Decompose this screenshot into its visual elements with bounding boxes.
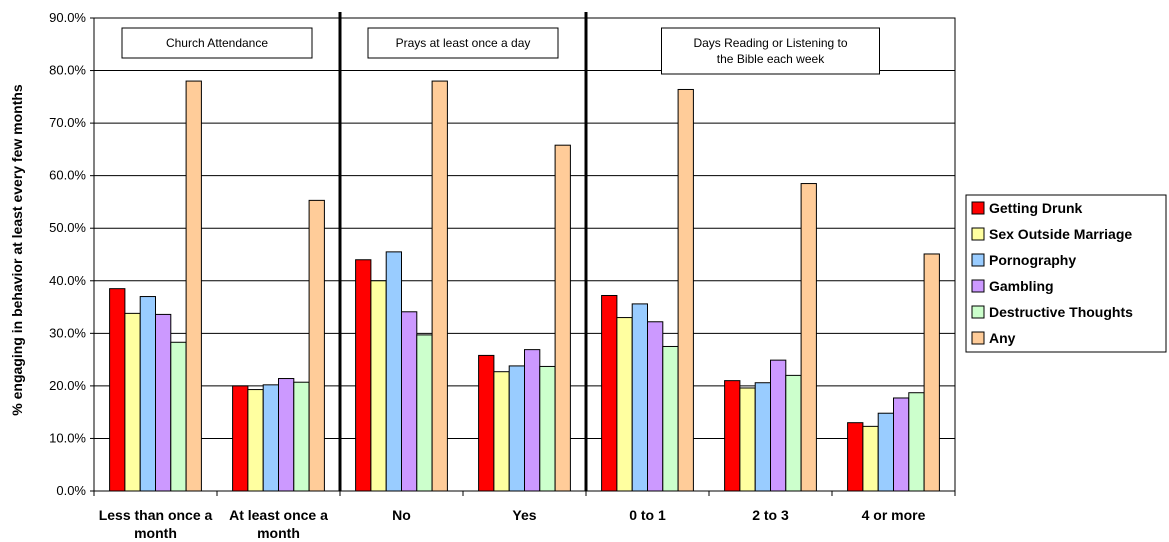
bar-sex-outside-marriage [124, 312, 141, 492]
legend-label: Getting Drunk [989, 200, 1083, 216]
group-title: Days Reading or Listening to the Bible ea… [693, 36, 847, 66]
bar-gambling [893, 397, 910, 492]
x-tick-label: 0 to 1 [629, 507, 666, 523]
bar-any [431, 80, 448, 492]
y-tick-label: 0.0% [56, 483, 86, 498]
bar-any [800, 183, 817, 492]
bar-gambling [524, 349, 541, 492]
bar-destructive-thoughts [908, 392, 925, 492]
legend-swatch [971, 331, 985, 345]
bar-any [554, 144, 571, 492]
legend-swatch [971, 201, 985, 215]
bar-sex-outside-marriage [247, 389, 264, 492]
bar-getting-drunk [232, 385, 249, 492]
legend-label: Any [989, 330, 1016, 346]
bar-sex-outside-marriage [370, 280, 387, 492]
bar-any [923, 253, 940, 492]
y-tick-label: 30.0% [49, 325, 86, 340]
bar-pornography [877, 412, 895, 492]
legend-label: Destructive Thoughts [989, 304, 1133, 320]
bar-any [308, 199, 325, 492]
bar-any [185, 80, 202, 492]
bar-any [677, 88, 694, 492]
y-tick-label: 10.0% [49, 430, 86, 445]
legend-label: Gambling [989, 278, 1054, 294]
y-tick-label: 80.0% [49, 63, 86, 78]
group-title-box [367, 27, 559, 59]
group-title: Church Attendance [166, 36, 268, 50]
bar-sex-outside-marriage [739, 387, 756, 492]
x-tick-label: Less than once a month [99, 507, 213, 541]
legend-swatch [971, 305, 985, 319]
x-tick-label: 4 or more [862, 507, 926, 523]
bar-gambling [155, 313, 172, 492]
y-tick-label: 60.0% [49, 168, 86, 183]
bar-sex-outside-marriage [862, 425, 879, 492]
x-tick-label: At least once a month [229, 507, 328, 541]
bar-destructive-thoughts [416, 334, 433, 492]
bar-getting-drunk [109, 288, 126, 492]
bar-pornography [139, 296, 156, 492]
bar-getting-drunk [724, 380, 741, 492]
legend-swatch [971, 279, 985, 293]
y-axis-label: % engaging in behavior at least every fe… [9, 84, 25, 416]
bar-gambling [770, 359, 787, 492]
bar-destructive-thoughts [785, 374, 802, 492]
legend-label: Sex Outside Marriage [989, 226, 1132, 242]
bar-pornography [508, 365, 526, 492]
legend-label: Pornography [989, 252, 1076, 268]
bar-sex-outside-marriage [493, 371, 510, 492]
bar-gambling [278, 378, 295, 492]
bar-pornography [385, 251, 403, 492]
bar-getting-drunk [847, 422, 864, 492]
bar-pornography [754, 382, 772, 492]
group-title: Prays at least once a day [396, 36, 531, 50]
y-tick-label: 70.0% [49, 115, 86, 130]
group-title-box [121, 27, 313, 59]
legend-swatch [971, 227, 985, 241]
legend-box [965, 194, 1167, 353]
legend-swatch [971, 253, 985, 267]
bar-destructive-thoughts [293, 381, 310, 492]
bar-destructive-thoughts [662, 345, 679, 492]
x-tick-label: Yes [512, 507, 536, 523]
x-tick-label: No [392, 507, 411, 523]
bar-destructive-thoughts [170, 341, 187, 492]
y-tick-label: 20.0% [49, 378, 86, 393]
y-tick-label: 40.0% [49, 273, 86, 288]
bar-pornography [631, 303, 649, 492]
bar-getting-drunk [355, 259, 372, 492]
group-title-box [661, 27, 880, 75]
y-tick-label: 90.0% [49, 10, 86, 25]
y-tick-label: 50.0% [49, 220, 86, 235]
bar-getting-drunk [601, 294, 618, 492]
bar-gambling [647, 321, 664, 492]
bar-pornography [262, 384, 280, 492]
bar-sex-outside-marriage [616, 317, 633, 492]
bar-getting-drunk [478, 354, 495, 492]
x-tick-label: 2 to 3 [752, 507, 789, 523]
bar-destructive-thoughts [539, 365, 556, 492]
bar-gambling [401, 311, 418, 492]
